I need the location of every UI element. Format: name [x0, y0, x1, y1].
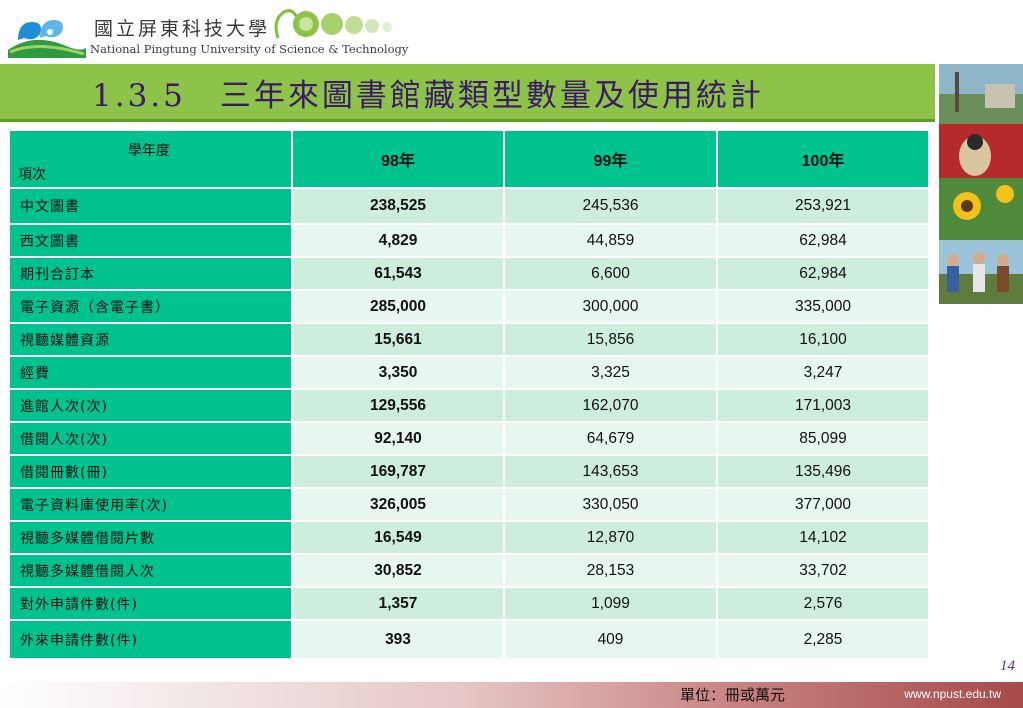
table-cell: 62,984 [716, 256, 930, 291]
table-cell: 1,099 [503, 586, 718, 621]
table-cell: 15,661 [291, 322, 505, 357]
table-cell: 4,829 [291, 223, 505, 258]
row-label: 中文圖書 [8, 187, 293, 225]
footer-bar: 單位：冊或萬元 www.npust.edu.tw [0, 682, 1023, 708]
table-cell: 300,000 [503, 289, 718, 324]
table-cell: 14,102 [716, 520, 930, 555]
table-cell: 16,100 [716, 322, 930, 357]
table-cell: 12,870 [503, 520, 718, 555]
row-header-item: 項次 [18, 167, 46, 183]
row-label: 進館人次(次) [8, 388, 293, 423]
column-header: 98年 [291, 129, 505, 189]
table-cell: 409 [503, 619, 718, 660]
campus-photo-strip [939, 64, 1023, 304]
table-row: 借閱冊數(冊) 169,787 143,653 135,496 [8, 454, 930, 489]
table-cell: 326,005 [291, 487, 505, 522]
table-cell: 92,140 [291, 421, 505, 456]
row-label: 對外申請件數(件) [8, 586, 293, 621]
table-corner-cell: 學年度 項次 [8, 129, 293, 189]
column-header-year: 學年度 [128, 143, 170, 159]
university-name-zh: 國立屏東科技大學 [94, 18, 271, 40]
table-cell: 253,921 [716, 187, 930, 225]
row-label: 視聽多媒體借閱人次 [8, 553, 293, 588]
table-body: 中文圖書 238,525 245,536 253,921 西文圖書 4,829 44,859… [8, 187, 930, 660]
table-cell: 169,787 [291, 454, 505, 489]
table-row: 西文圖書 4,829 44,859 62,984 [8, 223, 930, 258]
row-label: 電子資料庫使用率(次) [8, 487, 293, 522]
table-cell: 15,856 [503, 322, 718, 357]
table-cell: 2,285 [716, 619, 930, 660]
page-number: 14 [1000, 658, 1015, 674]
table-cell: 129,556 [291, 388, 505, 423]
table-row: 視聽多媒體借閱人次 30,852 28,153 33,702 [8, 553, 930, 588]
table-row: 視聽媒體資源 15,661 15,856 16,100 [8, 322, 930, 357]
row-label: 西文圖書 [8, 223, 293, 258]
table-cell: 143,653 [503, 454, 718, 489]
table-row: 借閱人次(次) 92,140 64,679 85,099 [8, 421, 930, 456]
table-cell: 238,525 [291, 187, 505, 225]
university-name-en: National Pingtung University of Science … [90, 42, 409, 56]
table-cell: 245,536 [503, 187, 718, 225]
column-header: 100年 [716, 129, 930, 189]
row-label: 視聽媒體資源 [8, 322, 293, 357]
table-row: 中文圖書 238,525 245,536 253,921 [8, 187, 930, 225]
table-row: 電子資料庫使用率(次) 326,005 330,050 377,000 [8, 487, 930, 522]
table-row: 視聽多媒體借閱片數 16,549 12,870 14,102 [8, 520, 930, 555]
table-cell: 393 [291, 619, 505, 660]
table-cell: 3,350 [291, 355, 505, 390]
website-url: www.npust.edu.tw [904, 687, 1001, 701]
table-row: 期刊合訂本 61,543 6,600 62,984 [8, 256, 930, 291]
table-cell: 6,600 [503, 256, 718, 291]
table-cell: 171,003 [716, 388, 930, 423]
table-cell: 85,099 [716, 421, 930, 456]
table-cell: 61,543 [291, 256, 505, 291]
table-cell: 62,984 [716, 223, 930, 258]
table-row: 進館人次(次) 129,556 162,070 171,003 [8, 388, 930, 423]
table-cell: 2,576 [716, 586, 930, 621]
column-header: 99年 [503, 129, 718, 189]
table-cell: 162,070 [503, 388, 718, 423]
table-cell: 28,153 [503, 553, 718, 588]
table-cell: 33,702 [716, 553, 930, 588]
library-stats-table: 學年度 項次 98年 99年 100年 中文圖書 238,525 245,536 25… [8, 129, 930, 660]
table-cell: 285,000 [291, 289, 505, 324]
table-cell: 335,000 [716, 289, 930, 324]
table-cell: 1,357 [291, 586, 505, 621]
table-cell: 330,050 [503, 487, 718, 522]
row-label: 借閱冊數(冊) [8, 454, 293, 489]
table-cell: 377,000 [716, 487, 930, 522]
table-cell: 44,859 [503, 223, 718, 258]
row-label: 期刊合訂本 [8, 256, 293, 291]
table-cell: 3,325 [503, 355, 718, 390]
table-row: 經費 3,350 3,325 3,247 [8, 355, 930, 390]
table-cell: 64,679 [503, 421, 718, 456]
row-label: 外來申請件數(件) [8, 619, 293, 660]
table-header-row: 學年度 項次 98年 99年 100年 [8, 129, 930, 189]
table-row: 電子資源（含電子書） 285,000 300,000 335,000 [8, 289, 930, 324]
row-label: 經費 [8, 355, 293, 390]
table-cell: 135,496 [716, 454, 930, 489]
unit-note: 單位：冊或萬元 [680, 686, 786, 704]
green-circles-icon [274, 9, 392, 39]
table-cell: 30,852 [291, 553, 505, 588]
row-label: 電子資源（含電子書） [8, 289, 293, 324]
table-cell: 16,549 [291, 520, 505, 555]
row-label: 視聽多媒體借閱片數 [8, 520, 293, 555]
table-row: 對外申請件數(件) 1,357 1,099 2,576 [8, 586, 930, 621]
title-bar: 1.3.5 三年來圖書館藏類型數量及使用統計 [0, 64, 935, 122]
row-label: 借閱人次(次) [8, 421, 293, 456]
npust-logo-icon [8, 20, 86, 58]
table-row: 外來申請件數(件) 393 409 2,285 [8, 619, 930, 660]
table-cell: 3,247 [716, 355, 930, 390]
page-title: 1.3.5 三年來圖書館藏類型數量及使用統計 [92, 78, 764, 114]
